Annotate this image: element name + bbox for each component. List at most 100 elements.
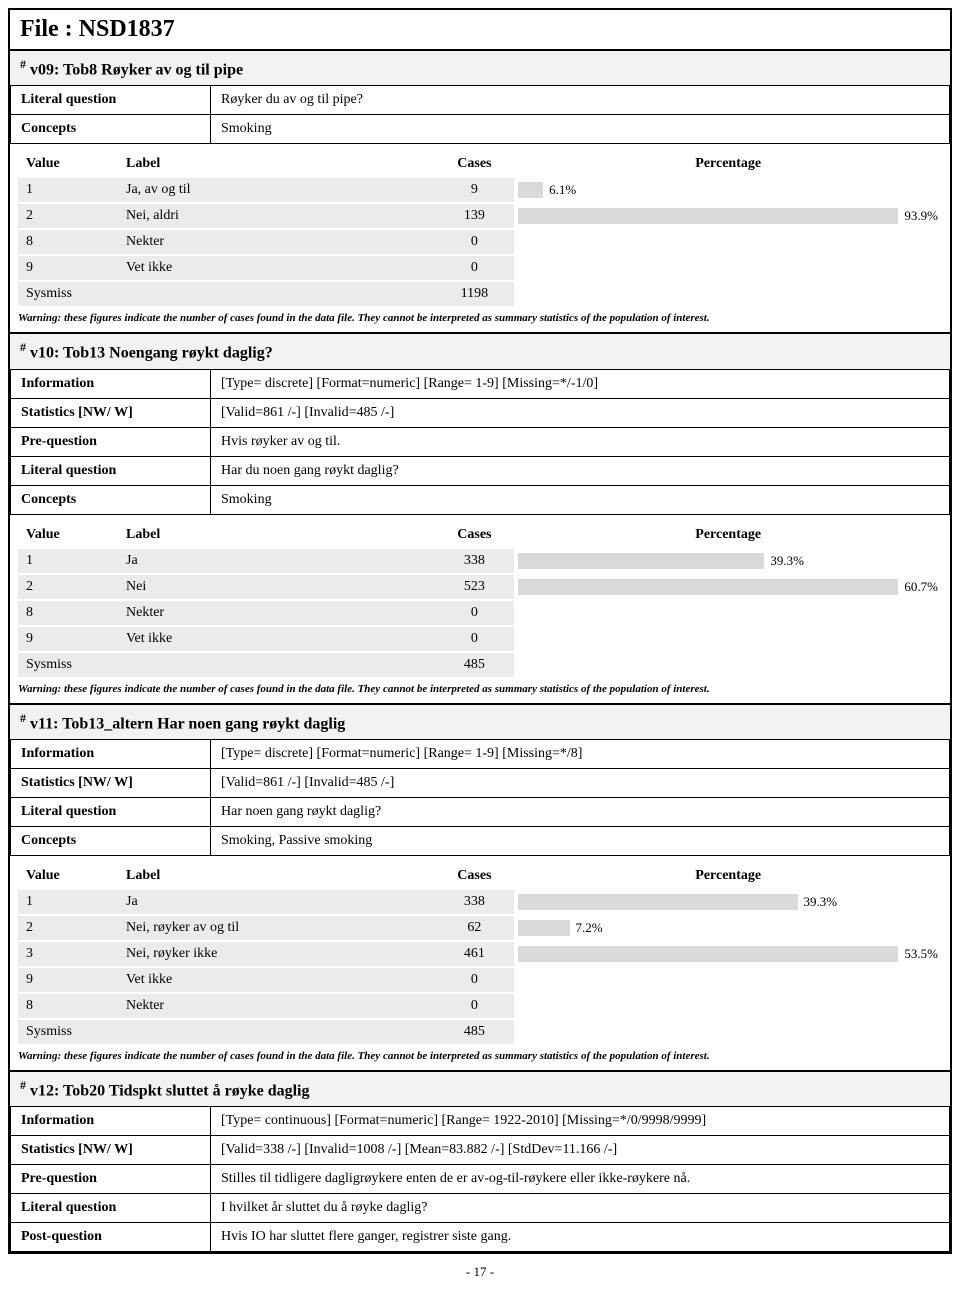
value-row: Sysmiss1198 [18, 282, 942, 306]
cell-label: Ja [118, 549, 434, 573]
cell-label: Nei, aldri [118, 204, 434, 228]
cell-label: Nekter [118, 601, 434, 625]
cell-cases: 0 [434, 601, 514, 625]
cell-value: 2 [18, 575, 118, 599]
meta-value: [Type= discrete] [Format=numeric] [Range… [211, 739, 950, 768]
value-row: 1Ja, av og til96.1% [18, 178, 942, 202]
meta-label: Literal question [11, 797, 211, 826]
percentage-label: 6.1% [549, 182, 576, 198]
variable-title: # v12: Tob20 Tidspkt sluttet å røyke dag… [10, 1072, 950, 1106]
percentage-bar [518, 553, 764, 569]
cell-value: Sysmiss [18, 282, 118, 306]
value-table: ValueLabelCasesPercentage1Ja33839.3%2Nei… [18, 521, 942, 679]
cell-percentage: 60.7% [514, 575, 942, 599]
bar-wrap: 93.9% [518, 208, 938, 224]
page-number: - 17 - [8, 1254, 952, 1290]
value-row: Sysmiss485 [18, 653, 942, 677]
meta-value: Røyker du av og til pipe? [211, 86, 950, 115]
meta-row: Information[Type= discrete] [Format=nume… [11, 369, 950, 398]
cell-percentage [514, 653, 942, 677]
bar-wrap: 6.1% [518, 182, 938, 198]
percentage-label: 60.7% [904, 579, 938, 595]
meta-label: Concepts [11, 485, 211, 514]
variable-title: # v10: Tob13 Noengang røykt daglig? [10, 334, 950, 368]
cell-cases: 0 [434, 256, 514, 280]
meta-row: Information[Type= continuous] [Format=nu… [11, 1107, 950, 1136]
warning-text: Warning: these figures indicate the numb… [10, 681, 950, 703]
value-table-header: ValueLabelCasesPercentage [18, 523, 942, 547]
cell-cases: 0 [434, 627, 514, 651]
meta-label: Information [11, 369, 211, 398]
column-header-percentage: Percentage [514, 152, 942, 176]
meta-label: Information [11, 1107, 211, 1136]
cell-value: 1 [18, 890, 118, 914]
cell-percentage: 93.9% [514, 204, 942, 228]
percentage-bar [518, 208, 898, 224]
variable-section: # v10: Tob13 Noengang røykt daglig?Infor… [10, 332, 950, 702]
cell-cases: 485 [434, 1020, 514, 1044]
meta-label: Literal question [11, 456, 211, 485]
percentage-bar [518, 182, 543, 198]
meta-row: ConceptsSmoking [11, 115, 950, 144]
meta-label: Pre-question [11, 427, 211, 456]
cell-value: 2 [18, 204, 118, 228]
meta-value: Smoking, Passive smoking [211, 826, 950, 855]
cell-label: Nei, røyker av og til [118, 916, 434, 940]
meta-label: Pre-question [11, 1165, 211, 1194]
meta-value: Smoking [211, 115, 950, 144]
meta-row: Statistics [NW/ W][Valid=861 /-] [Invali… [11, 398, 950, 427]
column-header-label: Label [118, 864, 434, 888]
meta-row: Pre-questionStilles til tidligere daglig… [11, 1165, 950, 1194]
cell-label [118, 1020, 434, 1044]
value-row: 8Nekter0 [18, 994, 942, 1018]
cell-cases: 139 [434, 204, 514, 228]
warning-text: Warning: these figures indicate the numb… [10, 310, 950, 332]
cell-value: 9 [18, 627, 118, 651]
value-row: Sysmiss485 [18, 1020, 942, 1044]
cell-value: 8 [18, 994, 118, 1018]
cell-cases: 62 [434, 916, 514, 940]
meta-value: [Type= continuous] [Format=numeric] [Ran… [211, 1107, 950, 1136]
cell-value: 9 [18, 256, 118, 280]
meta-row: Statistics [NW/ W][Valid=861 /-] [Invali… [11, 768, 950, 797]
meta-value: [Valid=338 /-] [Invalid=1008 /-] [Mean=8… [211, 1136, 950, 1165]
value-table-header: ValueLabelCasesPercentage [18, 152, 942, 176]
cell-percentage: 53.5% [514, 942, 942, 966]
bar-wrap: 7.2% [518, 920, 938, 936]
cell-percentage [514, 282, 942, 306]
cell-percentage [514, 994, 942, 1018]
cell-percentage [514, 230, 942, 254]
cell-label [118, 653, 434, 677]
meta-row: ConceptsSmoking [11, 485, 950, 514]
meta-row: ConceptsSmoking, Passive smoking [11, 826, 950, 855]
cell-cases: 485 [434, 653, 514, 677]
bar-wrap: 60.7% [518, 579, 938, 595]
meta-label: Statistics [NW/ W] [11, 768, 211, 797]
bar-wrap: 53.5% [518, 946, 938, 962]
column-header-value: Value [18, 152, 118, 176]
percentage-label: 39.3% [770, 553, 804, 569]
percentage-label: 53.5% [904, 946, 938, 962]
meta-value: Stilles til tidligere dagligrøykere ente… [211, 1165, 950, 1194]
cell-cases: 0 [434, 994, 514, 1018]
value-row: 2Nei52360.7% [18, 575, 942, 599]
cell-percentage [514, 601, 942, 625]
meta-row: Literal questionHar du noen gang røykt d… [11, 456, 950, 485]
cell-cases: 338 [434, 890, 514, 914]
meta-row: Pre-questionHvis røyker av og til. [11, 427, 950, 456]
percentage-bar [518, 579, 898, 595]
cell-value: 1 [18, 549, 118, 573]
cell-percentage: 7.2% [514, 916, 942, 940]
meta-row: Literal questionHar noen gang røykt dagl… [11, 797, 950, 826]
percentage-label: 93.9% [904, 208, 938, 224]
value-row: 1Ja33839.3% [18, 549, 942, 573]
file-heading: File : NSD1837 [10, 10, 950, 51]
variable-title: # v11: Tob13_altern Har noen gang røykt … [10, 705, 950, 739]
cell-value: 2 [18, 916, 118, 940]
cell-value: 8 [18, 601, 118, 625]
cell-cases: 523 [434, 575, 514, 599]
value-row: 8Nekter0 [18, 601, 942, 625]
cell-label: Nekter [118, 994, 434, 1018]
meta-table: Information[Type= continuous] [Format=nu… [10, 1106, 950, 1252]
cell-percentage [514, 1020, 942, 1044]
